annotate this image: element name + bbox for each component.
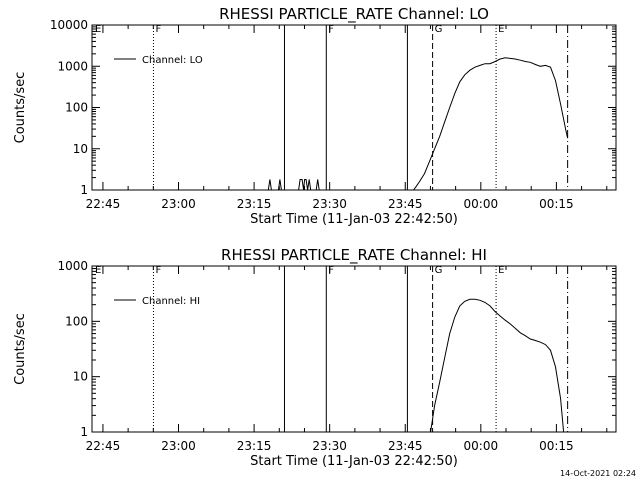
marker-label: F: [328, 24, 334, 35]
series-line: [267, 57, 569, 191]
panel-hi: RHESSI PARTICLE_RATE Channel: HI 1 10 100 10…: [13, 246, 617, 469]
x-tick-label: 23:15: [237, 439, 272, 453]
legend-entry: Channel: LO: [142, 55, 203, 66]
x-tick-label: 23:15: [237, 197, 272, 211]
marker-label: G: [435, 24, 443, 35]
marker-label: F: [328, 265, 334, 276]
y-tick-label: 1000: [57, 259, 88, 273]
x-tick-label: 00:00: [464, 439, 499, 453]
timestamp-label: 14-Oct-2021 02:24: [560, 469, 636, 478]
x-tick-label: 23:30: [312, 439, 347, 453]
chart-title: RHESSI PARTICLE_RATE Channel: HI: [221, 246, 487, 265]
marker-label: F: [155, 24, 161, 35]
x-tick-label: 00:15: [539, 439, 574, 453]
y-tick-label: 100: [65, 101, 88, 115]
y-tick-label: 1000: [57, 59, 88, 73]
x-tick-label: 23:30: [312, 197, 347, 211]
y-tick-label: 100: [65, 314, 88, 328]
x-tick-label: 23:45: [388, 439, 423, 453]
x-tick-label: 00:00: [464, 197, 499, 211]
x-tick-label: 22:45: [86, 197, 121, 211]
y-tick-label: 1: [80, 183, 88, 197]
x-tick-label: 23:00: [161, 439, 196, 453]
plot-frame: [91, 265, 617, 433]
x-tick-label: 22:45: [86, 439, 121, 453]
marker-label: E: [95, 24, 101, 35]
x-tick-label: 23:45: [388, 197, 423, 211]
y-tick-label: 10: [73, 142, 88, 156]
chart-title: RHESSI PARTICLE_RATE Channel: LO: [219, 5, 489, 24]
y-tick-label: 10000: [50, 18, 88, 32]
y-tick-label: 1: [80, 425, 88, 439]
y-tick-label: 10: [73, 370, 88, 384]
legend-entry: Channel: HI: [142, 296, 200, 307]
marker-label: E: [95, 265, 101, 276]
x-tick-label: 23:00: [161, 197, 196, 211]
marker-label: G: [435, 265, 443, 276]
y-axis-label: Counts/sec: [13, 313, 28, 385]
series-line: [430, 298, 565, 433]
panel-lo: RHESSI PARTICLE_RATE Channel: LO 1 10 100 10…: [13, 5, 617, 227]
x-tick-label: 00:15: [539, 197, 574, 211]
x-axis-label: Start Time (11-Jan-03 22:42:50): [250, 212, 458, 227]
marker-label: F: [155, 265, 161, 276]
x-axis-label: Start Time (11-Jan-03 22:42:50): [250, 454, 458, 469]
marker-label: E: [498, 24, 504, 35]
marker-label: E: [498, 265, 504, 276]
y-axis-label: Counts/sec: [13, 72, 28, 144]
